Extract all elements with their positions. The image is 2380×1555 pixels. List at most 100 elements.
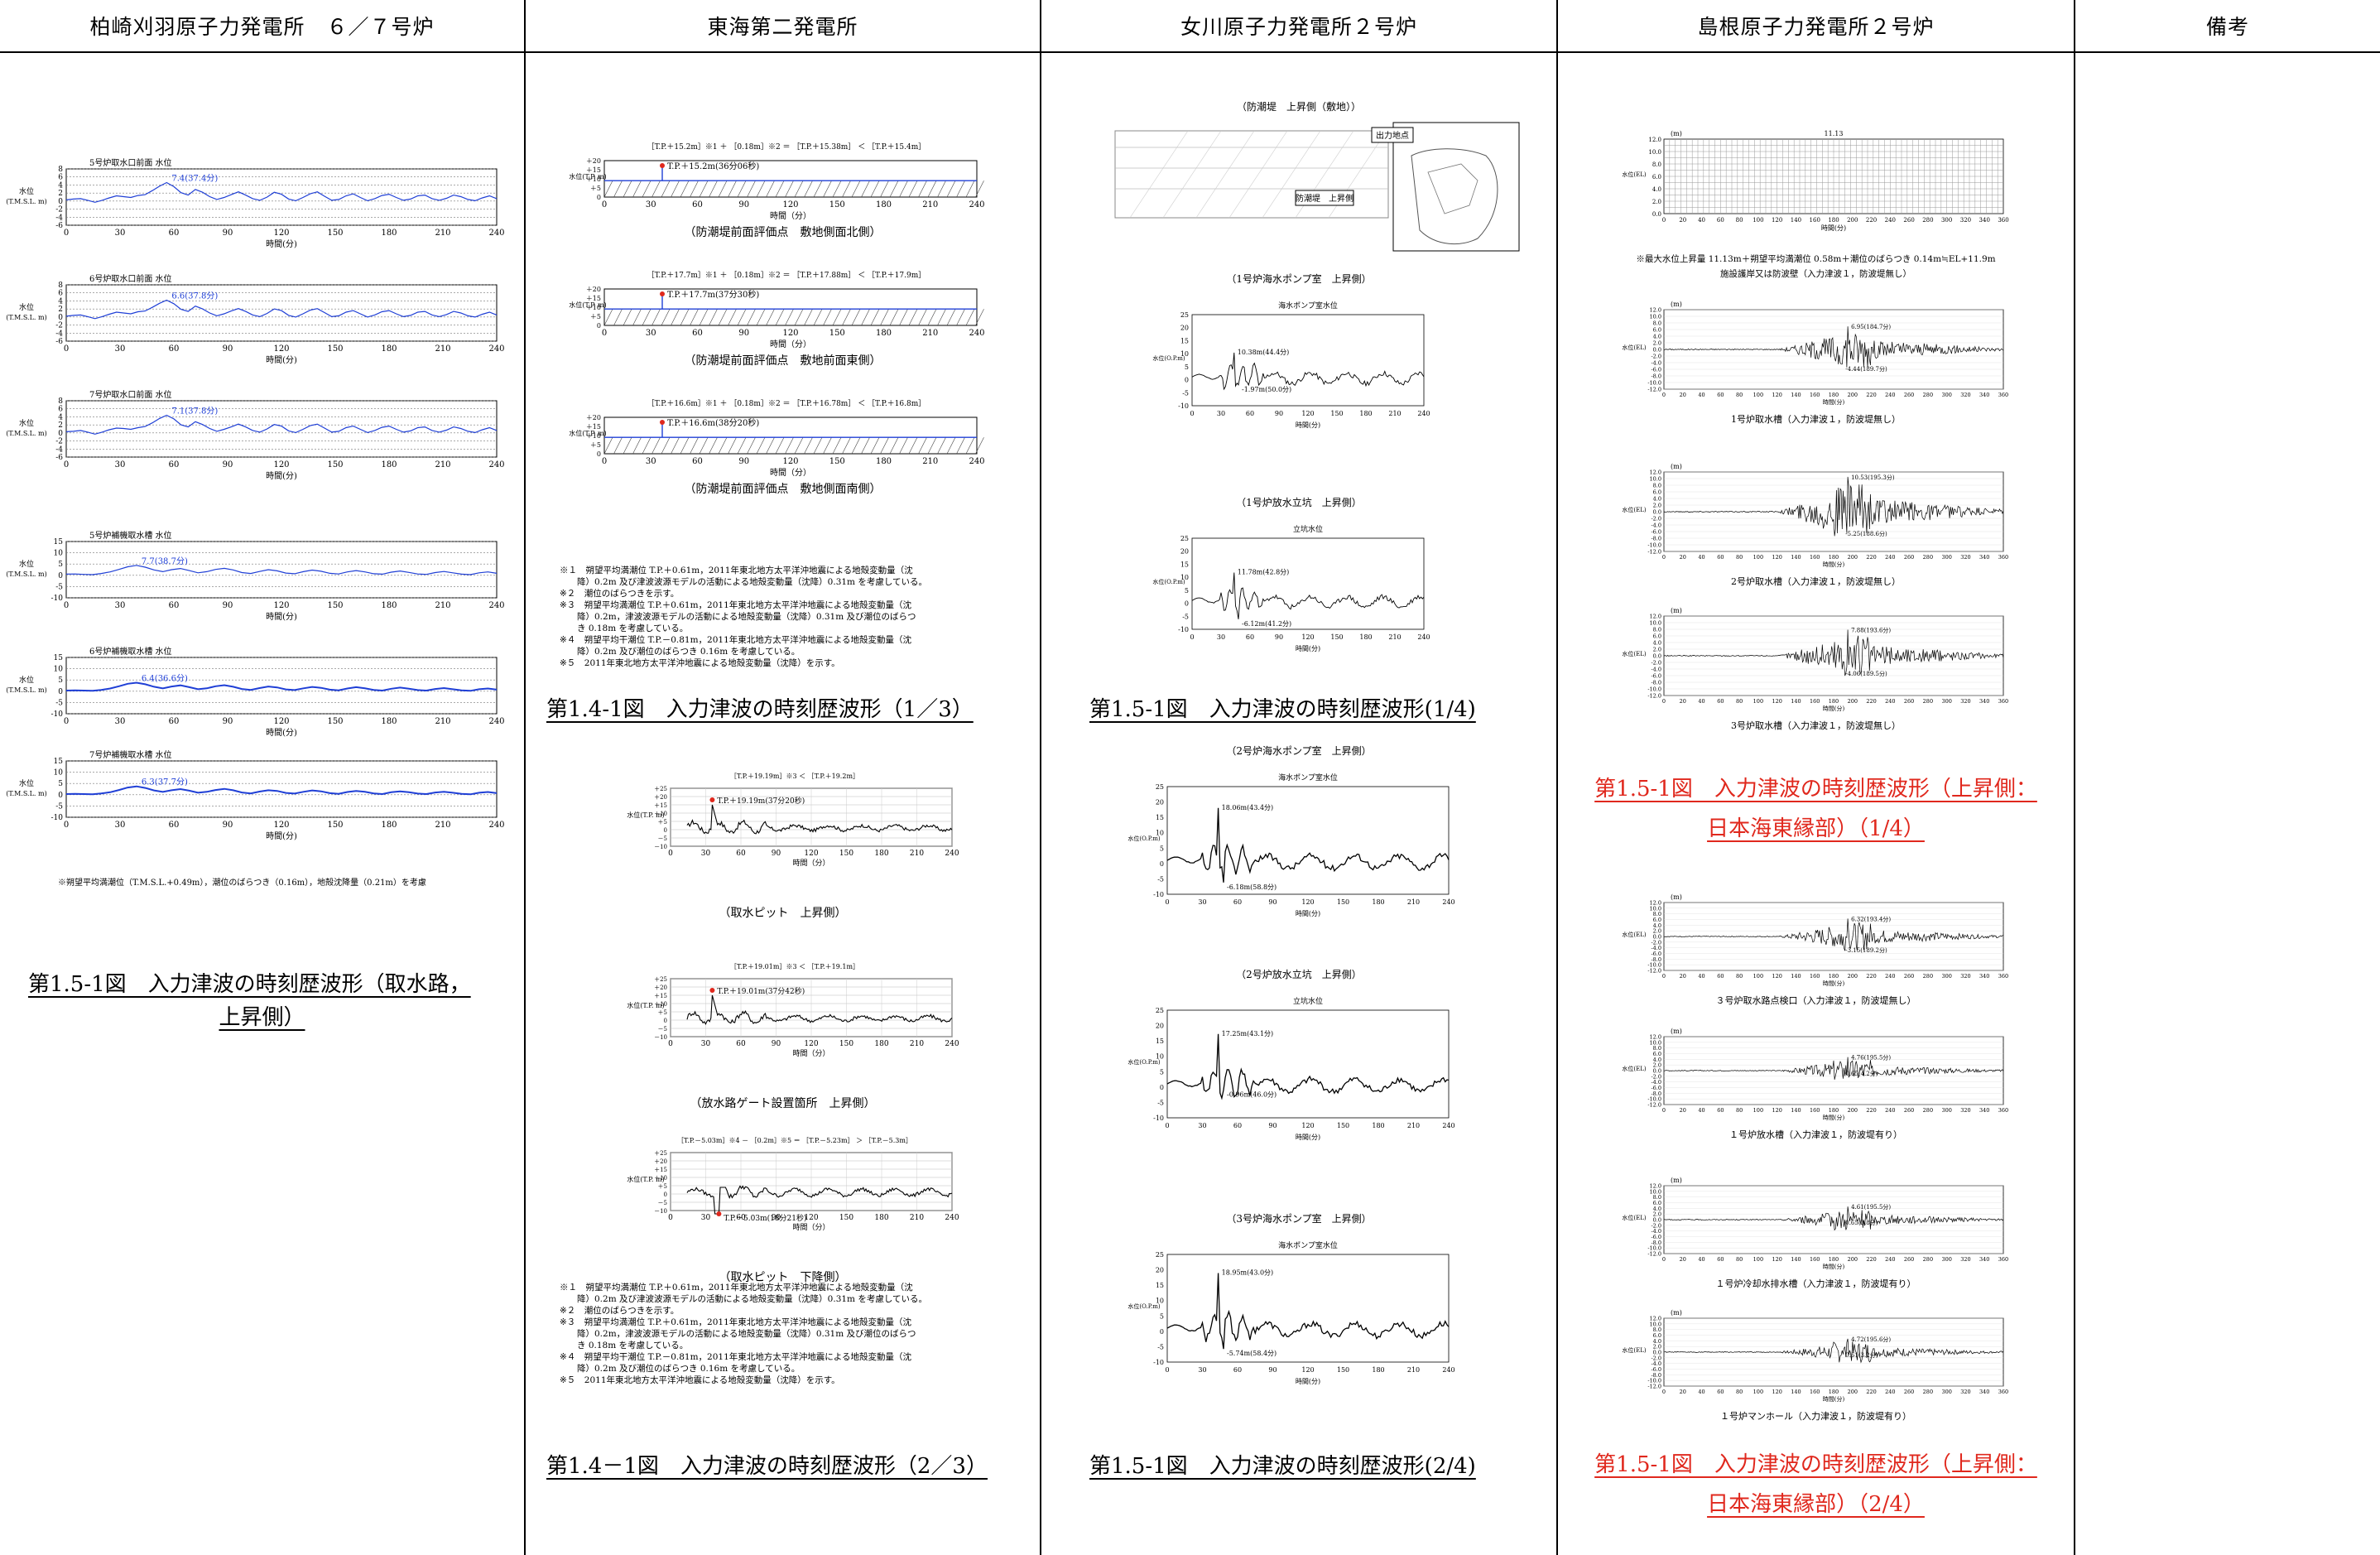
tokai-xlabel: 時間（分） [770, 339, 811, 349]
kk-ytick: 0 [58, 572, 63, 580]
shimane-ytick: 6.0 [1653, 1200, 1661, 1206]
shimane-chart-caption: ３号炉取水路点検口（入力津波１，防波堤無し） [1715, 995, 1916, 1006]
shimane-xtick: 320 [1960, 1256, 1970, 1263]
shimane-xtick: 220 [1866, 698, 1876, 705]
tokai-xtick: 30 [646, 200, 656, 209]
tokai-hatch [889, 309, 899, 326]
kk-chart-title: 7号炉補機取水槽 水位 [89, 749, 172, 760]
onagawa-frame [1166, 786, 1450, 895]
onagawa-ytick: -5 [1182, 389, 1189, 397]
shimane-xtick: 220 [1866, 1389, 1876, 1395]
tokai-ytick: ＋10 [586, 304, 601, 311]
tokai-hatch [680, 437, 690, 455]
tokai-bottom-caption: （放水路ゲート設置箇所 上昇側） [690, 1097, 876, 1110]
tokai-hatch [832, 309, 842, 326]
tokai-hatch [918, 437, 927, 455]
tokai-bottom-ytick: －5 [658, 835, 667, 842]
tokai-bottom-xtick: 60 [736, 850, 746, 858]
onagawa-ytick: 20 [1156, 1023, 1164, 1030]
tokai-hatch [651, 309, 661, 326]
tokai-bottom-ytick: －10 [654, 1208, 667, 1215]
onagawa-xtick: 120 [1301, 898, 1314, 906]
shimane-top-ytick: 4.0 [1652, 186, 1661, 193]
tokai-hatch [613, 181, 623, 198]
tokai-bottom-xtick: 90 [772, 850, 781, 858]
shimane-xtick: 340 [1979, 698, 1989, 705]
tokai-bottom-xlabel: 時間（分） [792, 859, 829, 868]
shimane-xtick: 240 [1885, 392, 1895, 398]
kk-xtick: 30 [115, 717, 126, 726]
shimane-xtick: 80 [1736, 554, 1743, 561]
shimane-xlabel: 時間(分) [1823, 705, 1845, 712]
shimane-ytick: -6.0 [1651, 1085, 1661, 1091]
kk-chart-title: 5号炉補機取水槽 水位 [89, 530, 172, 541]
onagawa-ytick: 5 [1160, 1068, 1164, 1076]
shimane-ytick: 0.0 [1653, 509, 1661, 516]
kk-ylabel-unit: (T.M.S.L. m) [6, 686, 46, 694]
shimane-ytick: -8.0 [1651, 1240, 1661, 1246]
shimane-ytick: 6.0 [1653, 489, 1661, 496]
tokai-hatch [632, 181, 642, 198]
tokai-bottom-ytick: ＋20 [654, 794, 667, 801]
shimane-xtick: 0 [1662, 554, 1666, 561]
shimane-top-ytick: 10.0 [1648, 149, 1661, 156]
shimane-ytick: -10.0 [1647, 1245, 1661, 1252]
kk-xtick: 150 [327, 717, 343, 726]
shimane-xtick: 180 [1829, 554, 1839, 561]
tokai-xtick: 240 [969, 200, 984, 209]
shimane-ytick: 4.0 [1653, 496, 1661, 503]
kk-series-line [65, 785, 498, 796]
shimane-top-xtick: 200 [1847, 217, 1858, 224]
header-shimane: 島根原子力発電所２号炉 [1697, 15, 1935, 39]
tokai-hatch [946, 181, 956, 198]
onagawa-xtick: 30 [1198, 1366, 1206, 1374]
tokai-xlabel: 時間（分） [770, 211, 811, 221]
tokai-plot-frame [603, 288, 978, 326]
kk-ylabel: 水位 [19, 559, 34, 569]
tokai-bottom-chart-3: ［T.P.－5.03m］※4 － ［0.2m］※5 ＝ ［T.P.－5.23m］… [613, 1134, 977, 1259]
kk-xtick: 60 [169, 821, 180, 830]
tokai-hatch [690, 309, 699, 326]
shimane-xtick: 320 [1960, 554, 1970, 561]
tokai-bottom-xtick: 180 [874, 1040, 888, 1048]
tokai-bottom-xtick: 90 [772, 1040, 781, 1048]
shimane-xtick: 340 [1979, 1107, 1989, 1114]
shimane-ytick: 8.0 [1653, 483, 1661, 489]
kk-xtick: 180 [381, 601, 397, 610]
onagawa-top-figure: 防潮堤 上昇側 出力地点 [1113, 122, 1523, 255]
onagawa-low-label: -0.96m(46.0分) [1227, 1090, 1277, 1098]
onagawa-frame [1166, 1009, 1450, 1119]
shimane-xtick: 200 [1848, 698, 1858, 705]
kk-ytick: -10 [51, 595, 64, 603]
onagawa-xtick: 120 [1301, 1122, 1314, 1129]
onagawa-chart-title: 海水ポンプ室水位 [1278, 301, 1338, 311]
tokai-bottom-ytick: 0 [664, 827, 667, 834]
onagawa-ytick: -10 [1153, 891, 1164, 898]
onagawa-chart-title: 海水ポンプ室水位 [1278, 773, 1338, 782]
shimane-xtick: 280 [1923, 1389, 1933, 1395]
tokai-ytick: ＋20 [586, 414, 601, 421]
kk-xtick: 0 [64, 821, 69, 830]
tokai-bottom-chart-1: ［T.P.＋19.19m］※3 ＜ ［T.P.＋19.2m］ ＋25 ＋20 ＋15 ＋… [613, 770, 977, 894]
onagawa-xtick: 240 [1442, 1366, 1454, 1374]
shimane-ytick: -12.0 [1647, 387, 1661, 393]
shimane-xtick: 360 [1998, 698, 2008, 705]
shimane-ytick: 10.0 [1650, 476, 1661, 483]
tokai-hatch [671, 181, 680, 198]
tokai-bottom-ytick: ＋10 [654, 1175, 667, 1182]
onagawa-xtick: 150 [1330, 633, 1343, 641]
onagawa-peak-label: 11.78m(42.8分) [1238, 569, 1290, 576]
shimane-xtick: 300 [1941, 1256, 1951, 1263]
kk-ytick: 6 [58, 290, 63, 298]
shimane-ylabel: 水位(EL) [1622, 1214, 1646, 1221]
shimane-top-note-2: 施設護岸又は防波壁（入力津波１，防波堤無し） [1720, 269, 1911, 279]
onagawa-xtick: 210 [1407, 1122, 1420, 1129]
tokai-hatch [737, 437, 747, 455]
tokai-hatch [804, 437, 813, 455]
shimane-xtick: 40 [1698, 1107, 1704, 1114]
shimane-xtick: 120 [1772, 554, 1781, 561]
shimane-top-xtick: 320 [1960, 217, 1971, 224]
shimane-xtick: 280 [1923, 973, 1933, 980]
kk-xtick: 210 [435, 601, 450, 610]
